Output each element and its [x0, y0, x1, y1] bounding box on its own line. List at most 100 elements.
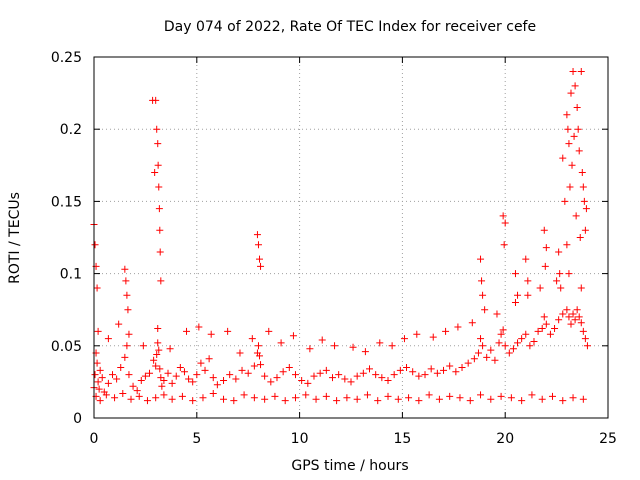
data-point — [425, 391, 433, 399]
data-point — [343, 394, 351, 402]
data-point — [524, 291, 532, 299]
data-point — [302, 391, 310, 399]
data-point — [466, 397, 474, 405]
x-axis-label: GPS time / hours — [291, 458, 408, 474]
data-point — [178, 392, 186, 400]
data-points — [90, 67, 591, 405]
data-point — [328, 374, 336, 382]
data-point — [96, 397, 104, 405]
data-point — [542, 244, 550, 252]
data-point — [540, 226, 548, 234]
data-point — [111, 394, 119, 402]
data-point — [571, 316, 579, 324]
data-point — [514, 291, 522, 299]
data-point — [193, 371, 201, 379]
data-point — [183, 327, 191, 335]
data-point — [207, 330, 215, 338]
data-point — [154, 339, 162, 347]
data-point — [511, 298, 519, 306]
data-point — [98, 374, 106, 382]
data-point — [487, 395, 495, 403]
data-point — [501, 342, 509, 350]
data-point — [579, 395, 587, 403]
data-point — [557, 284, 565, 292]
data-point — [291, 371, 299, 379]
data-point — [197, 359, 205, 367]
data-point — [154, 140, 162, 148]
data-point — [298, 376, 306, 384]
data-point — [139, 342, 147, 350]
data-point — [564, 125, 572, 133]
data-point — [374, 397, 382, 405]
data-point — [256, 352, 264, 360]
data-point — [310, 372, 318, 380]
data-point — [125, 330, 133, 338]
data-point — [155, 205, 163, 213]
data-point — [119, 389, 127, 397]
data-point — [394, 395, 402, 403]
data-point — [129, 382, 137, 390]
data-point — [576, 234, 584, 241]
data-point — [522, 255, 530, 263]
data-point — [575, 147, 583, 155]
data-point — [518, 335, 526, 343]
data-point — [254, 342, 262, 350]
data-point — [573, 104, 581, 112]
data-point — [435, 395, 443, 403]
data-point — [156, 365, 164, 373]
data-point — [427, 365, 435, 373]
data-point — [446, 392, 454, 400]
data-point — [318, 336, 326, 344]
data-point — [561, 197, 569, 205]
data-point — [172, 372, 180, 380]
data-point — [538, 395, 546, 403]
x-tick-label: 15 — [393, 431, 411, 447]
data-point — [409, 368, 417, 376]
data-point — [477, 391, 485, 399]
data-point — [267, 378, 275, 386]
y-tick-label: 0.15 — [51, 194, 82, 210]
data-point — [209, 389, 217, 397]
data-point — [555, 248, 563, 256]
data-point — [415, 372, 423, 380]
data-point — [566, 183, 574, 191]
data-point — [565, 313, 573, 321]
data-point — [94, 327, 102, 335]
grid-lines — [94, 57, 608, 418]
data-point — [464, 359, 472, 367]
data-point — [528, 391, 536, 399]
data-point — [483, 353, 491, 361]
data-point — [577, 67, 585, 75]
data-point — [572, 212, 580, 220]
data-point — [553, 277, 561, 285]
data-point — [565, 270, 573, 278]
data-point — [429, 333, 437, 341]
data-point — [168, 379, 176, 387]
data-point — [257, 361, 265, 369]
data-point — [238, 366, 246, 374]
data-point — [440, 366, 448, 374]
data-point — [372, 371, 380, 379]
data-point — [481, 306, 489, 314]
data-point — [353, 395, 361, 403]
data-point — [166, 345, 174, 353]
data-point — [526, 342, 534, 350]
data-point — [158, 382, 166, 390]
data-point — [499, 326, 507, 334]
data-point — [157, 277, 165, 285]
data-point — [115, 320, 123, 328]
x-axis-ticks: 0 5 10 15 20 25 — [90, 57, 617, 447]
data-point — [534, 327, 542, 335]
data-point — [569, 310, 577, 318]
data-point — [546, 330, 554, 338]
data-point — [289, 332, 297, 340]
data-point — [569, 67, 577, 75]
data-point — [226, 371, 234, 379]
data-point — [583, 342, 591, 350]
data-point — [250, 394, 258, 402]
data-point — [153, 350, 161, 358]
data-point — [123, 291, 131, 299]
data-point — [209, 374, 217, 382]
y-tick-label: 0.2 — [60, 122, 82, 138]
data-point — [91, 371, 99, 379]
